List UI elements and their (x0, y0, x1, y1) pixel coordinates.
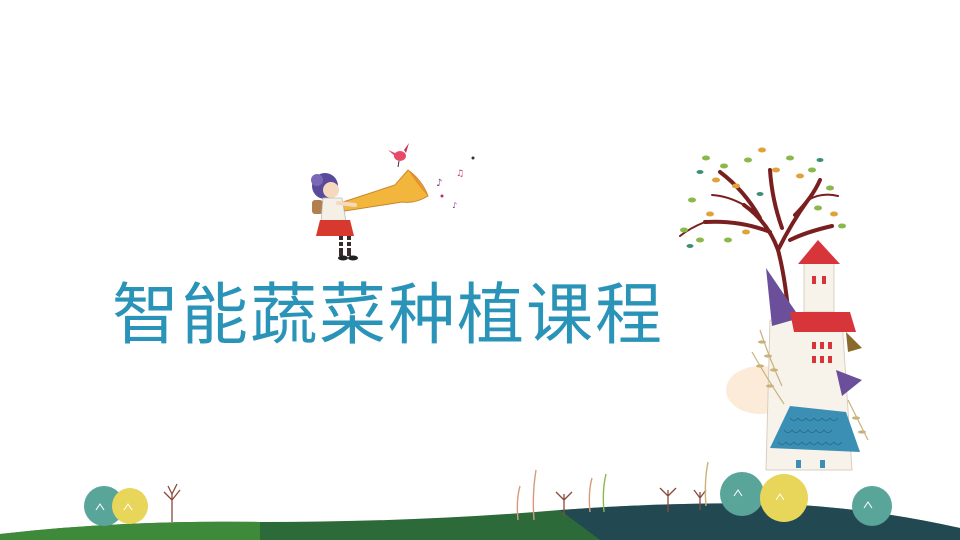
castle-illustration (726, 240, 869, 471)
tree-illustration (679, 147, 846, 332)
slide-title: 智能蔬菜种植课程 (112, 276, 664, 354)
svg-text:♪: ♪ (436, 178, 442, 189)
bushes-left (84, 486, 148, 526)
svg-text:♪: ♪ (452, 201, 457, 210)
girl-with-trumpet-illustration: ♪ ♫ ♪ (311, 143, 475, 261)
grasses (516, 461, 709, 521)
svg-text:♫: ♫ (456, 169, 464, 179)
bushes-right (720, 472, 892, 526)
